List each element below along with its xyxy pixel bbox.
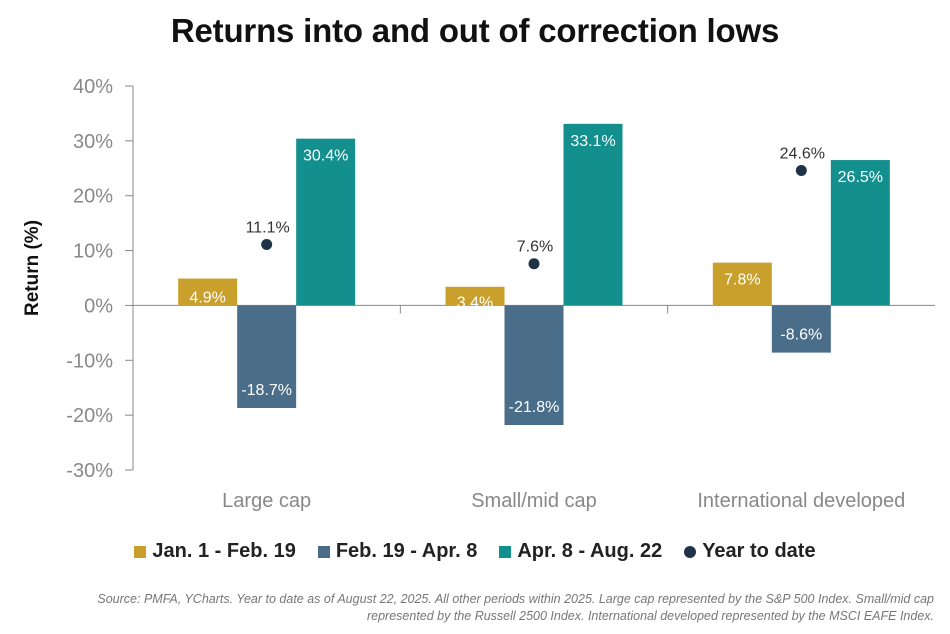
data-label: -8.6%	[780, 327, 822, 344]
ytd-label: 11.1%	[246, 220, 290, 237]
data-label: 3.4%	[457, 294, 493, 311]
ytd-point	[795, 164, 807, 176]
bar	[178, 278, 238, 306]
data-label: 7.8%	[724, 272, 760, 289]
data-label: 4.9%	[189, 290, 225, 307]
bar	[771, 305, 831, 353]
chart-title: Returns into and out of correction lows	[170, 12, 780, 49]
ytd-label: 7.6%	[517, 239, 553, 256]
data-label: -21.8%	[509, 399, 560, 416]
legend-label: Jan. 1 - Feb. 19	[152, 540, 296, 562]
legend-item: Apr. 8 - Aug. 22	[499, 540, 662, 563]
y-tick-label: -20%	[66, 405, 113, 427]
legend-label: Year to date	[702, 540, 816, 562]
bar	[296, 138, 356, 306]
ytd-label: 24.6%	[780, 145, 825, 162]
bar	[712, 262, 772, 306]
data-label: 33.1%	[570, 133, 615, 150]
x-category-label: International developed	[697, 490, 905, 512]
legend: Jan. 1 - Feb. 19 Feb. 19 - Apr. 8 Apr. 8 -…	[0, 540, 950, 563]
legend-item: Year to date	[684, 540, 816, 563]
y-tick-label: -10%	[66, 350, 113, 372]
legend-item: Feb. 19 - Apr. 8	[317, 540, 478, 563]
bar	[445, 286, 505, 306]
y-axis-label: Return (%)	[22, 220, 43, 316]
bar	[504, 305, 564, 426]
y-tick-label: -30%	[66, 460, 113, 482]
legend-label: Apr. 8 - Aug. 22	[517, 540, 663, 562]
y-tick-label: 0%	[84, 295, 113, 317]
data-label: 30.4%	[303, 148, 348, 165]
bar	[237, 305, 297, 409]
bar	[563, 123, 623, 306]
y-tick-label: 20%	[73, 186, 113, 208]
data-label: 26.5%	[838, 169, 883, 186]
legend-swatch-icon	[134, 545, 147, 558]
ytd-point	[261, 239, 273, 251]
legend-swatch-icon	[317, 545, 330, 558]
source-note: Source: PMFA, YCharts. Year to date as o…	[97, 592, 934, 623]
data-label: -18.7%	[241, 382, 292, 399]
legend-dot-icon	[684, 545, 697, 558]
ytd-point	[528, 258, 540, 270]
legend-swatch-icon	[499, 545, 512, 558]
bar	[830, 160, 890, 306]
x-category-label: Small/mid cap	[471, 490, 597, 512]
legend-item: Jan. 1 - Feb. 19	[134, 540, 296, 563]
y-tick-label: 40%	[73, 76, 113, 98]
legend-label: Feb. 19 - Apr. 8	[335, 540, 478, 562]
y-tick-label: 30%	[73, 131, 113, 153]
y-tick-label: 10%	[73, 241, 113, 263]
x-category-label: Large cap	[222, 490, 311, 512]
